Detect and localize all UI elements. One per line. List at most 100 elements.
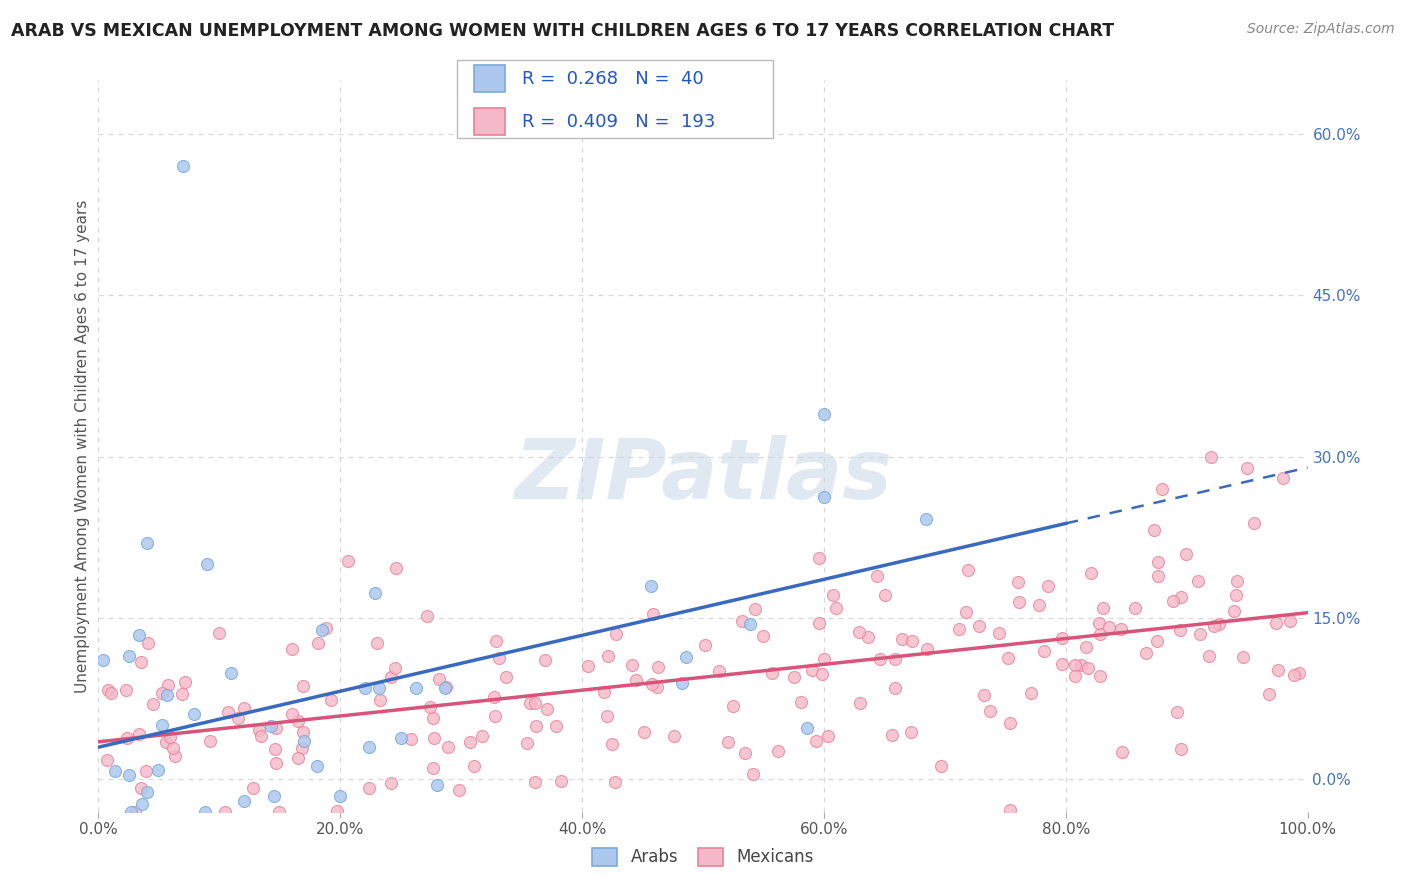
Point xyxy=(156,688,179,702)
Point xyxy=(848,696,870,710)
Point xyxy=(1199,450,1222,464)
Point xyxy=(1226,574,1249,588)
Text: R =  0.409   N =  193: R = 0.409 N = 193 xyxy=(522,113,716,131)
Point xyxy=(1288,665,1310,680)
Point xyxy=(269,805,291,819)
Point xyxy=(117,648,139,663)
Point xyxy=(662,729,685,743)
Point xyxy=(1232,649,1254,664)
Point xyxy=(434,681,457,695)
Point xyxy=(357,739,380,754)
Point xyxy=(135,536,157,550)
Point xyxy=(1064,657,1087,672)
Point xyxy=(315,621,337,635)
Point xyxy=(807,616,830,631)
Point xyxy=(247,723,270,738)
Point xyxy=(368,681,391,695)
Point xyxy=(385,561,408,575)
Point xyxy=(600,737,623,751)
Point xyxy=(104,764,127,778)
Point xyxy=(1080,566,1102,580)
Point xyxy=(1087,615,1109,630)
Point xyxy=(1236,460,1258,475)
Point xyxy=(96,753,118,767)
Point xyxy=(869,652,891,666)
Point xyxy=(128,628,150,642)
Point xyxy=(281,706,304,721)
Point xyxy=(866,568,889,582)
Point xyxy=(228,711,250,725)
Point xyxy=(1282,667,1305,681)
Point xyxy=(1187,574,1209,588)
Point xyxy=(823,588,845,602)
Point xyxy=(287,751,309,765)
Point xyxy=(884,652,907,666)
Point xyxy=(422,731,444,746)
Point xyxy=(544,719,567,733)
Point xyxy=(233,701,256,715)
Point xyxy=(1163,593,1185,607)
Point xyxy=(605,627,627,641)
Point xyxy=(198,734,221,748)
Point xyxy=(1170,742,1192,756)
Point xyxy=(460,735,482,749)
Point xyxy=(1036,579,1059,593)
Point xyxy=(183,706,205,721)
Point xyxy=(1091,601,1114,615)
Point xyxy=(156,677,179,691)
Point xyxy=(915,512,938,526)
Point xyxy=(1202,618,1225,632)
Point xyxy=(998,803,1021,817)
Point xyxy=(1098,620,1121,634)
Point xyxy=(336,554,359,568)
Point xyxy=(1033,644,1056,658)
Point xyxy=(263,742,285,756)
Point xyxy=(221,665,243,680)
Point xyxy=(900,725,922,739)
Point xyxy=(641,607,664,621)
Point xyxy=(811,667,834,681)
Point xyxy=(484,709,506,723)
Point xyxy=(1198,648,1220,663)
Point xyxy=(824,601,846,615)
Point xyxy=(359,781,381,796)
Point xyxy=(433,681,456,696)
Legend: Arabs, Mexicans: Arabs, Mexicans xyxy=(585,841,821,873)
Point xyxy=(136,636,159,650)
Point xyxy=(217,705,239,719)
Point xyxy=(801,664,824,678)
Point xyxy=(422,762,444,776)
Point xyxy=(384,661,406,675)
Point xyxy=(633,725,655,739)
Point xyxy=(957,563,980,577)
Point xyxy=(516,735,538,749)
Point xyxy=(242,781,264,796)
Point xyxy=(495,670,517,684)
Point xyxy=(752,630,775,644)
Point xyxy=(856,630,879,644)
Point xyxy=(321,693,343,707)
Point xyxy=(707,665,730,679)
Point xyxy=(1264,616,1286,631)
Point xyxy=(1007,575,1029,590)
Point xyxy=(281,641,304,656)
Point xyxy=(172,687,194,701)
Point xyxy=(427,672,450,686)
Point xyxy=(368,693,391,707)
Point xyxy=(641,676,664,690)
Point xyxy=(329,789,352,803)
Point xyxy=(1028,598,1050,612)
Point xyxy=(124,805,146,819)
Point xyxy=(595,708,617,723)
Point xyxy=(721,698,744,713)
Point xyxy=(1208,616,1230,631)
Point xyxy=(782,669,804,683)
Point xyxy=(364,586,387,600)
Point xyxy=(848,625,870,640)
Point xyxy=(640,579,662,593)
Point xyxy=(534,653,557,667)
Point xyxy=(948,622,970,636)
Point xyxy=(141,697,163,711)
Point xyxy=(998,716,1021,731)
Point xyxy=(695,638,717,652)
